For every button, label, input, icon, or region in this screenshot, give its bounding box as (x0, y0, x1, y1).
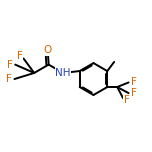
Text: F: F (7, 60, 13, 70)
Text: NH: NH (55, 68, 71, 78)
Text: F: F (6, 74, 12, 84)
Text: F: F (17, 51, 23, 61)
Text: O: O (44, 45, 52, 55)
Text: F: F (131, 88, 137, 98)
Text: F: F (131, 77, 137, 87)
Text: F: F (124, 95, 130, 105)
